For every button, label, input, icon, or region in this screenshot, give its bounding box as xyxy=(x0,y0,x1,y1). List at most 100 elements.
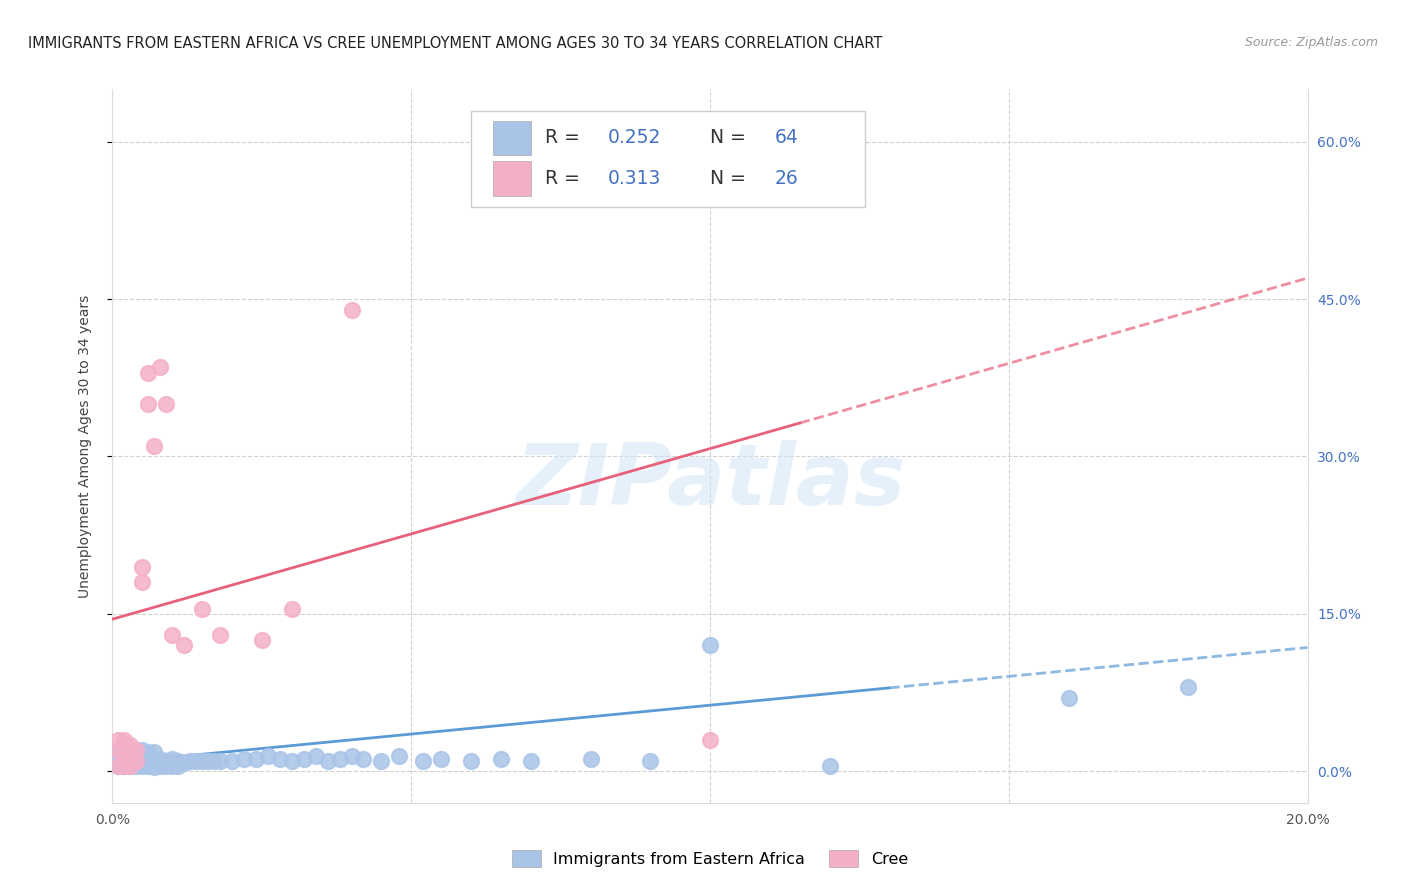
Point xyxy=(114,738,135,752)
Point xyxy=(114,732,135,747)
Point xyxy=(179,754,201,768)
Text: 26: 26 xyxy=(775,169,799,188)
Point xyxy=(138,759,160,773)
Point xyxy=(120,738,142,752)
Point xyxy=(640,754,662,768)
Point xyxy=(155,754,177,768)
Point xyxy=(131,759,153,773)
Point xyxy=(162,759,183,773)
Text: N =: N = xyxy=(710,169,752,188)
Point xyxy=(209,628,232,642)
Point xyxy=(120,759,142,773)
Text: N =: N = xyxy=(710,128,752,147)
Point xyxy=(269,752,291,766)
Point xyxy=(316,754,339,768)
Point xyxy=(370,754,392,768)
FancyBboxPatch shape xyxy=(492,161,531,195)
Point xyxy=(125,759,148,773)
Text: Source: ZipAtlas.com: Source: ZipAtlas.com xyxy=(1244,36,1378,49)
Point xyxy=(257,748,280,763)
Point xyxy=(125,754,148,768)
Legend: Immigrants from Eastern Africa, Cree: Immigrants from Eastern Africa, Cree xyxy=(506,844,914,873)
Point xyxy=(245,752,267,766)
Point xyxy=(173,756,195,770)
Text: R =: R = xyxy=(546,169,586,188)
Point xyxy=(143,760,166,774)
Point xyxy=(173,639,195,653)
Point xyxy=(120,748,142,763)
Point xyxy=(125,743,148,757)
Point xyxy=(107,743,129,757)
Y-axis label: Unemployment Among Ages 30 to 34 years: Unemployment Among Ages 30 to 34 years xyxy=(77,294,91,598)
Point xyxy=(107,759,129,773)
Point xyxy=(143,439,166,453)
Point xyxy=(138,754,160,768)
Point xyxy=(143,746,166,760)
Point xyxy=(818,759,841,773)
Point xyxy=(125,754,148,768)
Point xyxy=(114,754,135,768)
Point xyxy=(329,752,352,766)
Point xyxy=(167,754,190,768)
Point xyxy=(138,746,160,760)
Text: 64: 64 xyxy=(775,128,799,147)
Point xyxy=(699,639,721,653)
Point xyxy=(489,752,512,766)
Point xyxy=(520,754,543,768)
Point xyxy=(107,743,129,757)
Text: ZIPatlas: ZIPatlas xyxy=(515,440,905,524)
Point xyxy=(131,752,153,766)
Point xyxy=(340,302,363,317)
Point xyxy=(1177,681,1199,695)
Point xyxy=(149,752,172,766)
Point xyxy=(186,754,208,768)
Point xyxy=(430,752,453,766)
Point xyxy=(699,732,721,747)
Point xyxy=(209,754,232,768)
Point xyxy=(114,743,135,757)
Point xyxy=(292,752,315,766)
FancyBboxPatch shape xyxy=(471,111,866,207)
Point xyxy=(353,752,375,766)
Point xyxy=(138,397,160,411)
Point xyxy=(197,754,219,768)
Point xyxy=(114,759,135,773)
Text: R =: R = xyxy=(546,128,586,147)
Point xyxy=(114,759,135,773)
Point xyxy=(412,754,434,768)
Point xyxy=(120,759,142,773)
Point xyxy=(1057,690,1080,705)
Point xyxy=(281,754,304,768)
Point xyxy=(149,759,172,773)
Point xyxy=(120,743,142,757)
Point xyxy=(114,746,135,760)
Point xyxy=(125,746,148,760)
Text: 0.313: 0.313 xyxy=(607,169,661,188)
Point xyxy=(340,748,363,763)
Point xyxy=(138,366,160,380)
Point xyxy=(107,759,129,773)
Point xyxy=(579,752,602,766)
Point xyxy=(131,756,153,770)
Point xyxy=(162,752,183,766)
Point xyxy=(191,601,214,615)
Point xyxy=(131,743,153,757)
Point xyxy=(202,754,225,768)
Point xyxy=(120,754,142,768)
Point xyxy=(191,754,214,768)
Point xyxy=(149,360,172,375)
Text: IMMIGRANTS FROM EASTERN AFRICA VS CREE UNEMPLOYMENT AMONG AGES 30 TO 34 YEARS CO: IMMIGRANTS FROM EASTERN AFRICA VS CREE U… xyxy=(28,36,883,51)
Point xyxy=(460,754,482,768)
Point xyxy=(250,633,273,648)
Point xyxy=(155,759,177,773)
FancyBboxPatch shape xyxy=(492,120,531,155)
Point xyxy=(162,628,183,642)
Point xyxy=(388,748,411,763)
Point xyxy=(107,748,129,763)
Point xyxy=(233,752,256,766)
Point xyxy=(155,397,177,411)
Point xyxy=(143,754,166,768)
Text: 0.252: 0.252 xyxy=(607,128,661,147)
Point xyxy=(120,748,142,763)
Point xyxy=(281,601,304,615)
